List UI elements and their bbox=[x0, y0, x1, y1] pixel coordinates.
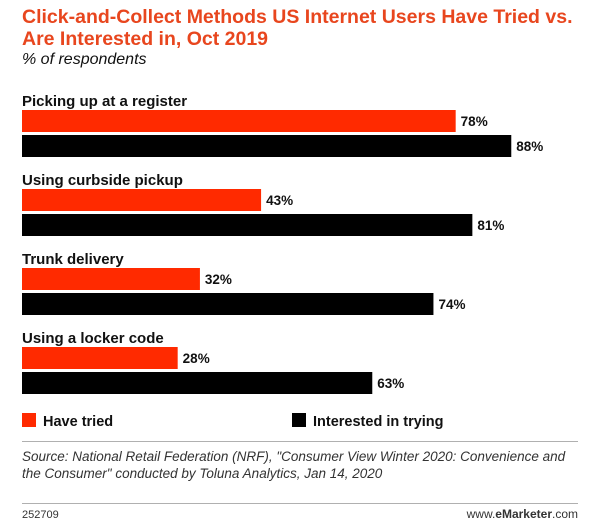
category-label-using-curbside-pickup: Using curbside pickup bbox=[22, 172, 183, 189]
value-label-trunk-delivery-interested-in-trying: 74% bbox=[438, 297, 465, 312]
bar-picking-up-at-a-register-interested-in-trying bbox=[22, 135, 512, 157]
legend-label-have-tried: Have tried bbox=[43, 414, 113, 430]
value-label-picking-up-at-a-register-interested-in-trying: 88% bbox=[516, 139, 543, 154]
brand-suffix: .com bbox=[551, 507, 578, 521]
brand-name: eMarketer bbox=[495, 507, 552, 521]
value-label-using-curbside-pickup-have-tried: 43% bbox=[266, 193, 293, 208]
legend-swatch-interested-in-trying bbox=[292, 413, 306, 427]
legend-label-interested-in-trying: Interested in trying bbox=[313, 414, 444, 430]
value-label-picking-up-at-a-register-have-tried: 78% bbox=[461, 114, 488, 129]
chart-id: 252709 bbox=[22, 509, 59, 521]
category-label-trunk-delivery: Trunk delivery bbox=[22, 251, 124, 268]
bar-using-a-locker-code-interested-in-trying bbox=[22, 372, 373, 394]
brand-link[interactable]: www.eMarketer.com bbox=[467, 507, 578, 521]
bar-using-a-locker-code-have-tried bbox=[22, 347, 178, 369]
bar-trunk-delivery-interested-in-trying bbox=[22, 293, 434, 315]
value-label-trunk-delivery-have-tried: 32% bbox=[205, 272, 232, 287]
bar-using-curbside-pickup-interested-in-trying bbox=[22, 214, 473, 236]
divider bbox=[22, 441, 578, 442]
bar-trunk-delivery-have-tried bbox=[22, 268, 200, 290]
chart-subtitle: % of respondents bbox=[22, 51, 147, 68]
bar-chart: Picking up at a register 78% 88% Using curb… bbox=[22, 93, 543, 430]
value-label-using-a-locker-code-interested-in-trying: 63% bbox=[377, 376, 404, 391]
category-label-using-a-locker-code: Using a locker code bbox=[22, 330, 164, 347]
brand-prefix: www. bbox=[466, 507, 496, 521]
bar-using-curbside-pickup-have-tried bbox=[22, 189, 262, 211]
source-note: Source: National Retail Federation (NRF)… bbox=[22, 449, 566, 481]
category-label-picking-up-at-a-register: Picking up at a register bbox=[22, 93, 187, 110]
legend-swatch-have-tried bbox=[22, 413, 36, 427]
bar-picking-up-at-a-register-have-tried bbox=[22, 110, 456, 132]
value-label-using-curbside-pickup-interested-in-trying: 81% bbox=[477, 218, 504, 233]
divider bbox=[22, 503, 578, 504]
chart-title: Click-and-Collect Methods US Internet Us… bbox=[22, 6, 573, 50]
value-label-using-a-locker-code-have-tried: 28% bbox=[183, 351, 210, 366]
